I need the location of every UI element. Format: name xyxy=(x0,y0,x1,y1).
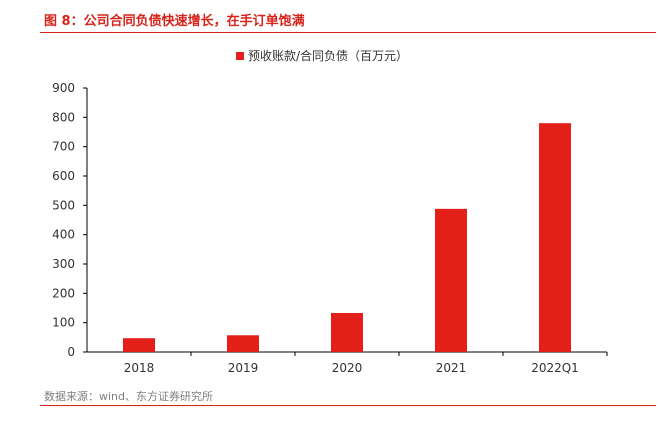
y-tick-label: 600 xyxy=(52,169,75,183)
source-note: 数据来源：wind、东方证券研究所 xyxy=(44,390,214,403)
x-tick-label: 2021 xyxy=(436,361,467,375)
y-tick-label: 500 xyxy=(52,198,75,212)
legend-swatch xyxy=(236,52,244,60)
legend: 预收账款/合同负债（百万元） xyxy=(236,48,408,63)
bar-2022Q1 xyxy=(539,123,571,352)
y-tick-label: 300 xyxy=(52,257,75,271)
y-tick-label: 0 xyxy=(67,345,75,359)
legend-label: 预收账款/合同负债（百万元） xyxy=(248,48,408,63)
title-divider xyxy=(40,32,656,33)
x-tick-label: 2019 xyxy=(228,361,259,375)
y-tick-label: 900 xyxy=(52,81,75,95)
bar-2021 xyxy=(435,208,467,352)
x-tick-label: 2020 xyxy=(332,361,363,375)
x-tick-label: 2018 xyxy=(124,361,155,375)
y-tick-label: 800 xyxy=(52,110,75,124)
bar-2020 xyxy=(331,312,363,352)
y-axis-ticks: 0 100 200 300 400 500 600 700 800 900 xyxy=(52,81,87,359)
y-tick-label: 700 xyxy=(52,140,75,154)
bottom-divider xyxy=(40,405,656,406)
bar-2018 xyxy=(123,338,155,352)
x-axis-ticks: 2018 2019 2020 2021 2022Q1 xyxy=(124,352,608,375)
y-tick-label: 100 xyxy=(52,316,75,330)
bar-2019 xyxy=(227,335,259,352)
x-tick-label: 2022Q1 xyxy=(531,361,579,375)
y-tick-label: 200 xyxy=(52,286,75,300)
bars xyxy=(123,123,571,352)
y-tick-label: 400 xyxy=(52,228,75,242)
figure-title: 图 8：公司合同负债快速增长，在手订单饱满 xyxy=(44,14,305,29)
